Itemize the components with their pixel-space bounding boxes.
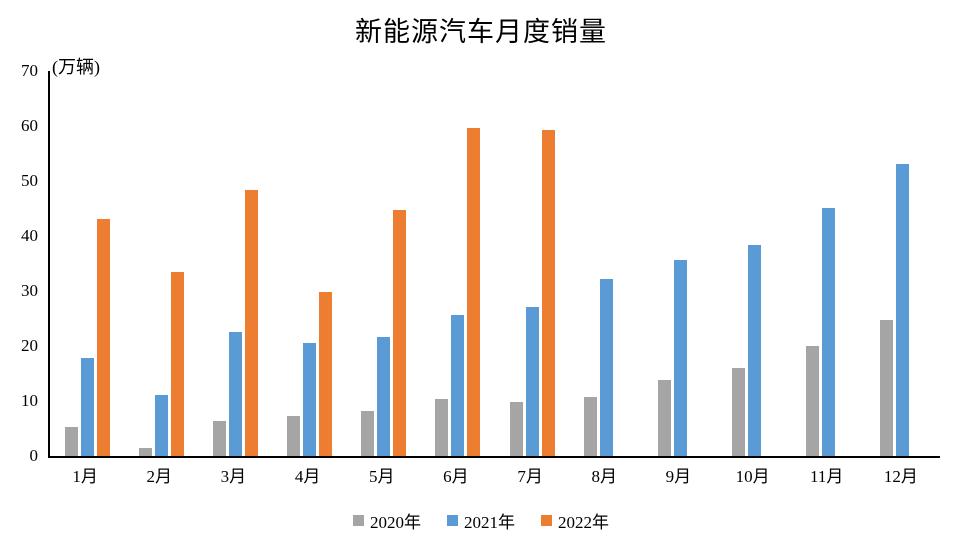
bar-2020年-10月 <box>732 368 745 456</box>
bar-2021年-10月 <box>748 245 761 456</box>
bar-2021年-2月 <box>155 395 168 456</box>
bar-2021年-1月 <box>81 358 94 456</box>
bar-2022年-3月 <box>245 190 258 456</box>
x-category-label: 7月 <box>517 467 543 486</box>
legend-item-2020年: 2020年 <box>353 508 421 533</box>
bar-2020年-11月 <box>806 346 819 456</box>
legend-item-2021年: 2021年 <box>447 508 515 533</box>
bar-2021年-12月 <box>896 164 909 456</box>
y-tick-label: 70 <box>21 61 38 80</box>
bar-2020年-6月 <box>435 399 448 456</box>
y-tick-label: 40 <box>21 226 38 245</box>
x-category-label: 10月 <box>735 467 770 486</box>
bar-2022年-6月 <box>467 128 480 456</box>
bar-2020年-7月 <box>510 402 523 456</box>
legend-label: 2020年 <box>370 513 421 532</box>
y-axis-unit-label: (万辆) <box>52 57 100 77</box>
bar-2022年-1月 <box>97 219 110 456</box>
bar-2020年-9月 <box>658 380 671 456</box>
bar-2020年-3月 <box>213 421 226 456</box>
x-category-label: 1月 <box>72 467 98 486</box>
bar-2020年-2月 <box>139 448 152 456</box>
bar-2021年-11月 <box>822 208 835 456</box>
y-tick-label: 0 <box>29 446 39 465</box>
bar-2022年-2月 <box>171 272 184 456</box>
legend-label: 2022年 <box>558 513 609 532</box>
legend-swatch-icon <box>353 515 364 526</box>
x-category-label: 12月 <box>883 467 918 486</box>
x-category-label: 8月 <box>591 467 617 486</box>
plot-area <box>48 71 940 458</box>
legend-item-2022年: 2022年 <box>541 508 609 533</box>
y-tick-label: 30 <box>21 281 38 300</box>
bar-2020年-12月 <box>880 320 893 456</box>
bar-2021年-8月 <box>600 279 613 456</box>
bar-2022年-4月 <box>319 292 332 456</box>
legend-label: 2021年 <box>464 513 515 532</box>
bar-2021年-6月 <box>451 315 464 456</box>
x-category-label: 3月 <box>220 467 247 486</box>
legend: 2020年 2021年 2022年 <box>0 508 962 533</box>
x-category-label: 2月 <box>146 467 172 486</box>
bar-2022年-7月 <box>542 130 555 456</box>
y-tick-label: 60 <box>21 116 38 135</box>
bar-2021年-7月 <box>526 307 539 456</box>
bar-2021年-5月 <box>377 337 390 456</box>
x-category-label: 9月 <box>665 467 692 486</box>
bar-2020年-1月 <box>65 427 78 456</box>
bar-2021年-3月 <box>229 332 242 456</box>
x-category-label: 5月 <box>368 467 395 486</box>
bar-2020年-8月 <box>584 397 597 456</box>
bar-2020年-4月 <box>287 416 300 456</box>
legend-swatch-icon <box>447 515 458 526</box>
chart-title: 新能源汽车月度销量 <box>355 17 607 47</box>
legend-swatch-icon <box>541 515 552 526</box>
bar-2021年-4月 <box>303 343 316 456</box>
y-tick-label: 10 <box>21 391 38 410</box>
bar-2022年-5月 <box>393 210 406 456</box>
bar-2021年-9月 <box>674 260 687 456</box>
x-category-label: 6月 <box>443 467 469 486</box>
y-tick-label: 50 <box>21 171 38 190</box>
bar-2020年-5月 <box>361 411 374 456</box>
y-tick-label: 20 <box>21 336 38 355</box>
x-category-label: 11月 <box>810 467 844 486</box>
x-category-label: 4月 <box>294 467 321 486</box>
